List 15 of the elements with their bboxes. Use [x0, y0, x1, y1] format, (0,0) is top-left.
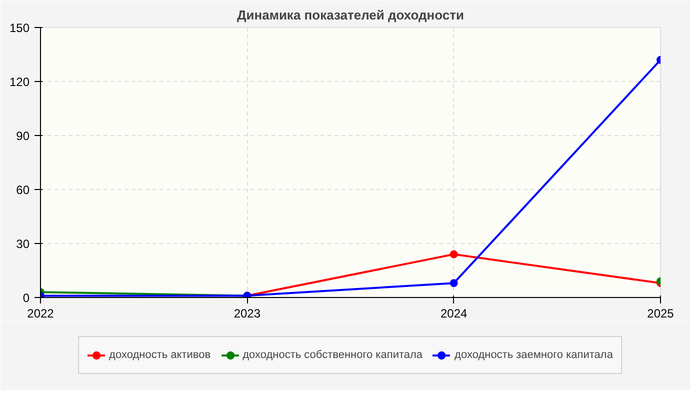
point: [450, 250, 458, 258]
y-tick-label: 150: [9, 21, 30, 35]
legend-label: доходность активов: [109, 349, 211, 361]
legend-label: доходность заемного капитала: [454, 349, 613, 361]
x-tick-label: 2025: [647, 306, 674, 320]
y-tick-label: 90: [16, 129, 30, 143]
x-tick-label: 2024: [440, 306, 468, 320]
chart-title: Динамика показателей доходности: [236, 8, 464, 22]
y-tick-label: 60: [16, 183, 30, 197]
x-tick-label: 2023: [234, 306, 261, 320]
legend-label: доходность собственного капитала: [242, 349, 423, 361]
y-tick-label: 30: [16, 237, 30, 251]
y-tick-label: 120: [9, 75, 30, 89]
y-tick-label: 0: [22, 291, 30, 305]
x-tick-label: 2022: [27, 306, 54, 320]
